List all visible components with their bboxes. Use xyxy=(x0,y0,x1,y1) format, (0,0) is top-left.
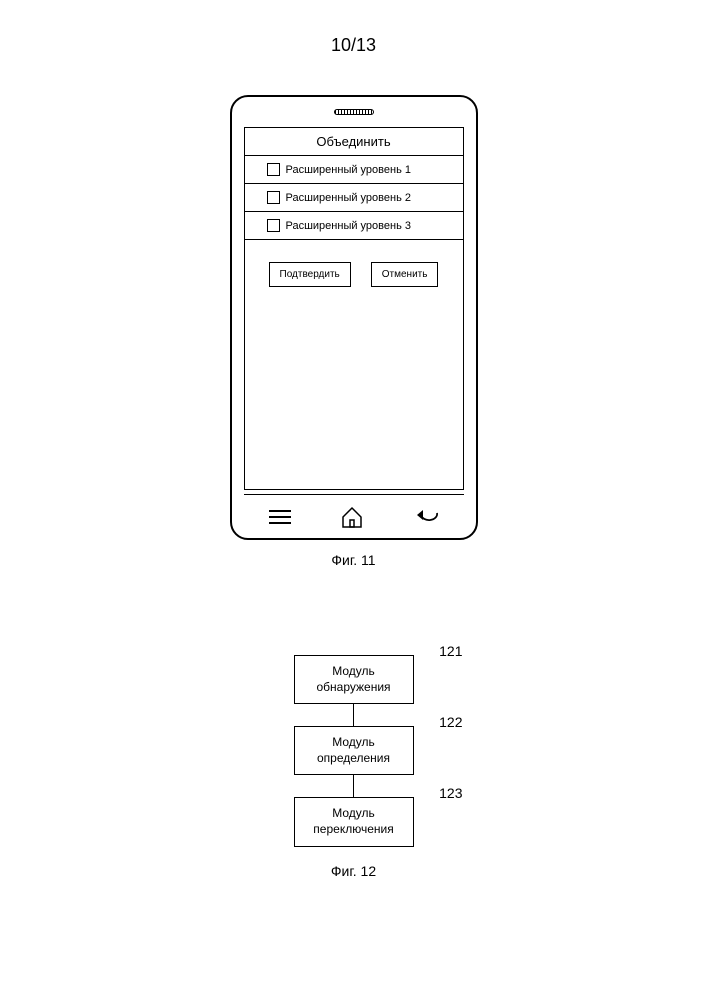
block-122-label: Модуль определения xyxy=(317,735,390,765)
figure-12: 121 Модуль обнаружения 122 Модуль опреде… xyxy=(254,655,454,879)
block-121-id: 121 xyxy=(439,642,462,660)
menu-icon[interactable] xyxy=(267,508,293,526)
block-123-label: Модуль переключения xyxy=(313,806,393,836)
cancel-button[interactable]: Отменить xyxy=(371,262,439,287)
dialog-title: Объединить xyxy=(245,128,463,156)
figure-11: Объединить Расширенный уровень 1 Расшире… xyxy=(230,95,478,568)
connector-1 xyxy=(353,704,354,726)
back-icon[interactable] xyxy=(411,507,441,527)
option-row-3[interactable]: Расширенный уровень 3 xyxy=(245,212,463,240)
block-123-id: 123 xyxy=(439,784,462,802)
button-row: Подтвердить Отменить xyxy=(245,262,463,287)
block-121: 121 Модуль обнаружения xyxy=(294,655,414,704)
phone-frame: Объединить Расширенный уровень 1 Расшире… xyxy=(230,95,478,540)
figure-11-caption: Фиг. 11 xyxy=(230,552,478,568)
phone-speaker xyxy=(334,109,374,115)
block-123: 123 Модуль переключения xyxy=(294,797,414,846)
checkbox-1[interactable] xyxy=(267,163,280,176)
option-label-1: Расширенный уровень 1 xyxy=(286,164,411,176)
option-row-1[interactable]: Расширенный уровень 1 xyxy=(245,156,463,184)
option-label-2: Расширенный уровень 2 xyxy=(286,192,411,204)
connector-2 xyxy=(353,775,354,797)
home-icon[interactable] xyxy=(339,505,365,529)
block-122-id: 122 xyxy=(439,713,462,731)
nav-bar xyxy=(244,494,464,538)
figure-12-caption: Фиг. 12 xyxy=(254,863,454,879)
checkbox-2[interactable] xyxy=(267,191,280,204)
page-number: 10/13 xyxy=(331,35,376,56)
block-121-label: Модуль обнаружения xyxy=(316,664,390,694)
confirm-button[interactable]: Подтвердить xyxy=(269,262,351,287)
phone-screen: Объединить Расширенный уровень 1 Расшире… xyxy=(244,127,464,490)
option-label-3: Расширенный уровень 3 xyxy=(286,220,411,232)
block-122: 122 Модуль определения xyxy=(294,726,414,775)
option-row-2[interactable]: Расширенный уровень 2 xyxy=(245,184,463,212)
checkbox-3[interactable] xyxy=(267,219,280,232)
